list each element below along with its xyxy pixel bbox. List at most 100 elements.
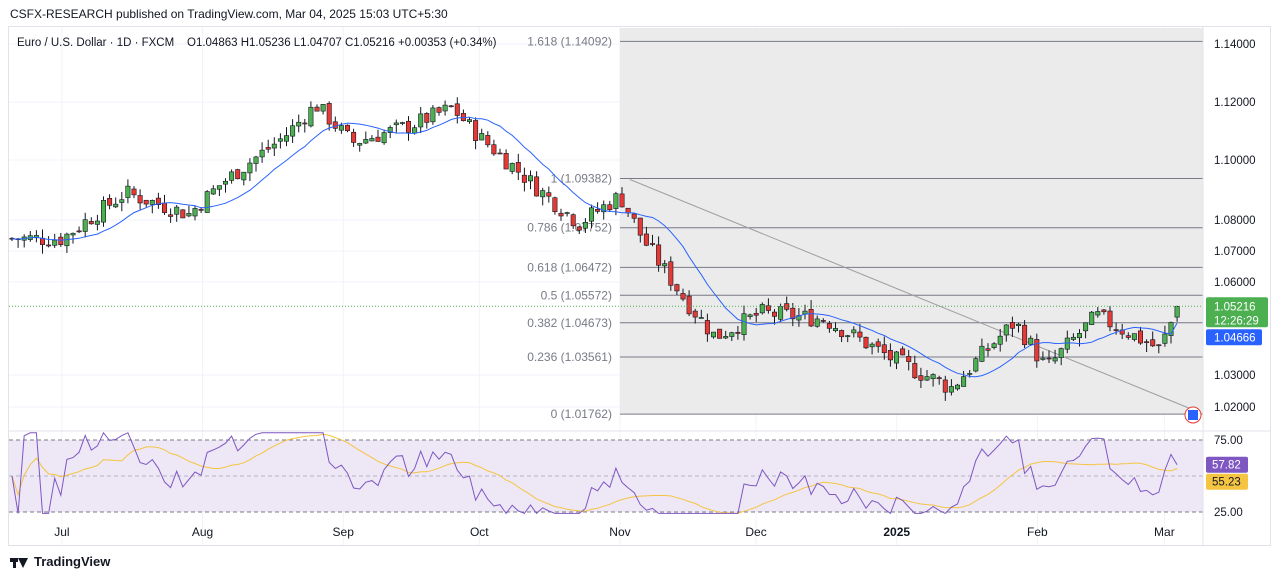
candle-body [1009,322,1015,329]
candle [418,106,424,134]
candle [351,128,357,147]
time-tick-label: Sep [333,525,355,539]
chart-frame [8,26,1271,546]
candle-body [485,135,491,146]
candle-body [649,243,655,245]
candle [491,139,497,156]
candle [113,197,119,209]
price-tick-label: 1.02000 [1214,402,1256,414]
candle [1095,307,1101,318]
fib-label: 0.382 (1.04673) [527,316,612,330]
candle [1144,339,1150,353]
candle [1174,305,1180,322]
candle [1040,351,1046,361]
candle [125,179,131,204]
candle-body [790,307,796,320]
candle-body [582,221,588,229]
candle-body [521,174,527,183]
candle-body [1150,339,1156,347]
candle-body [357,143,363,146]
candle [771,309,777,325]
candle-body [576,226,582,231]
fib-label: 0.236 (1.03561) [527,350,612,364]
candle [393,119,399,133]
candle-body [1107,310,1113,328]
moving-average-line [11,116,1178,378]
candle-body [76,230,82,233]
candle-body [338,125,344,131]
candle [485,131,491,148]
candle-body [515,162,521,173]
candle [216,185,222,197]
candle-body [454,103,460,116]
candle [223,178,229,193]
candle [46,236,52,248]
candle-body [595,208,601,212]
fib-label: 1.618 (1.14092) [527,34,612,48]
candle [906,349,912,371]
candle-body [479,133,485,141]
candle [576,225,582,235]
candle [39,229,45,254]
candle [857,323,863,342]
candle-body [1125,335,1131,338]
candle-body [52,239,58,246]
candle [424,112,430,129]
candle [741,305,747,341]
fib-label: 0 (1.01762) [551,407,612,421]
candle [283,127,289,147]
candle-body [381,132,387,144]
candle [521,167,527,192]
candle-body [906,356,912,362]
candle-body [778,306,784,320]
candle [241,171,247,186]
candle [1009,316,1015,337]
rsi-ma-badge [1206,473,1248,490]
candle [448,105,454,108]
candle [326,101,332,131]
candle [607,200,613,212]
rsi-badge-value: 57.82 [1212,460,1241,472]
candle-body [503,153,509,170]
candle [912,355,918,380]
candle-body [656,244,662,266]
candle-body [979,345,985,362]
candle-body [759,304,765,314]
trend-line[interactable] [629,179,1191,409]
candle-body [924,376,930,381]
candle [668,256,674,291]
candle-body [46,244,52,247]
candle-body [948,386,954,393]
candle-body [552,197,558,213]
candle [820,318,826,323]
candle [101,196,107,227]
candle-body [473,120,479,141]
candle [875,338,881,353]
candle [985,343,991,357]
candle-body [1003,324,1009,336]
candle [442,100,448,116]
candle [582,218,588,234]
candle-body [302,122,308,125]
candle-body [723,336,729,339]
candle-body [290,125,296,137]
candle [27,231,33,242]
candle [235,168,241,180]
candles [9,97,1180,401]
footer-brand[interactable]: TradingView [34,554,111,569]
candle [637,217,643,243]
candle [1015,322,1021,333]
rsi-tick-label: 75.00 [1214,435,1243,447]
candle-body [686,295,692,315]
candle-body [869,343,875,348]
candle-body [1131,333,1137,340]
candle [119,191,125,212]
candle [851,326,857,338]
candle-body [375,136,381,142]
candle [832,322,838,333]
candle-body [369,138,375,142]
candle [546,186,552,203]
candle [887,343,893,367]
candle [656,236,662,272]
